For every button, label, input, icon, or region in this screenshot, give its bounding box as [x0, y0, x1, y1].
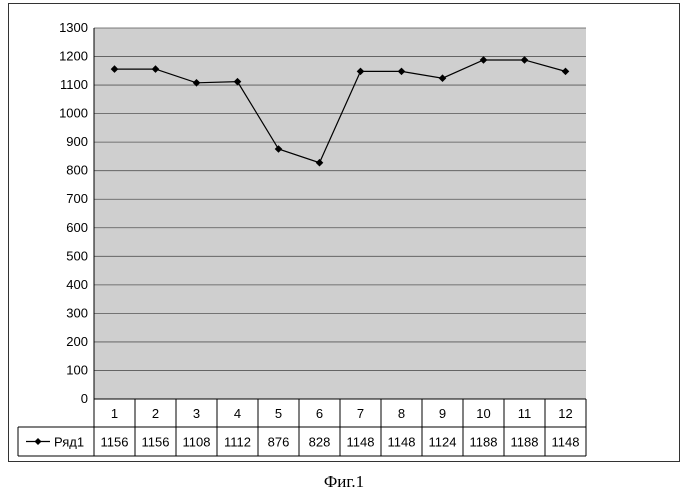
x-tick-label: 8 [398, 406, 405, 421]
x-tick-label: 1 [111, 406, 118, 421]
y-tick-label: 600 [66, 220, 88, 235]
y-tick-label: 0 [81, 391, 88, 406]
data-table-value: 1124 [429, 435, 457, 450]
x-tick-label: 11 [518, 406, 532, 421]
x-tick-label: 9 [439, 406, 446, 421]
x-tick-label: 10 [476, 406, 490, 421]
data-table-value: 1108 [183, 435, 211, 450]
x-tick-label: 3 [193, 406, 200, 421]
data-table-value: 1188 [470, 435, 498, 450]
y-tick-label: 200 [66, 334, 88, 349]
y-tick-label: 1200 [59, 49, 88, 64]
y-tick-label: 1100 [60, 77, 88, 92]
y-tick-label: 900 [66, 134, 88, 149]
data-table-value: 1148 [552, 435, 580, 450]
y-tick-label: 800 [66, 163, 88, 178]
y-tick-label: 500 [66, 248, 88, 263]
plot-area [94, 28, 586, 399]
y-tick-label: 1000 [59, 106, 88, 121]
legend-key-marker [35, 438, 42, 445]
x-tick-label: 5 [275, 406, 282, 421]
data-table-value: 828 [309, 435, 331, 450]
x-tick-label: 4 [234, 406, 241, 421]
x-tick-label: 7 [357, 406, 364, 421]
y-tick-label: 300 [66, 305, 88, 320]
y-tick-label: 700 [66, 191, 88, 206]
y-tick-label: 1300 [59, 20, 88, 35]
data-table-value: 1156 [142, 435, 170, 450]
y-tick-label: 100 [66, 362, 88, 377]
data-table-value: 1156 [101, 435, 129, 450]
data-table-value: 876 [268, 435, 290, 450]
x-tick-label: 2 [152, 406, 159, 421]
data-table-value: 1112 [224, 435, 251, 450]
data-table-value: 1148 [388, 435, 416, 450]
data-table-value: 1148 [347, 435, 375, 450]
x-tick-label: 12 [558, 406, 572, 421]
y-tick-label: 400 [66, 277, 88, 292]
legend-series-name: Ряд1 [54, 435, 84, 450]
figure-caption: Фиг.1 [0, 472, 688, 492]
data-table-value: 1188 [511, 435, 539, 450]
x-tick-label: 6 [316, 406, 323, 421]
